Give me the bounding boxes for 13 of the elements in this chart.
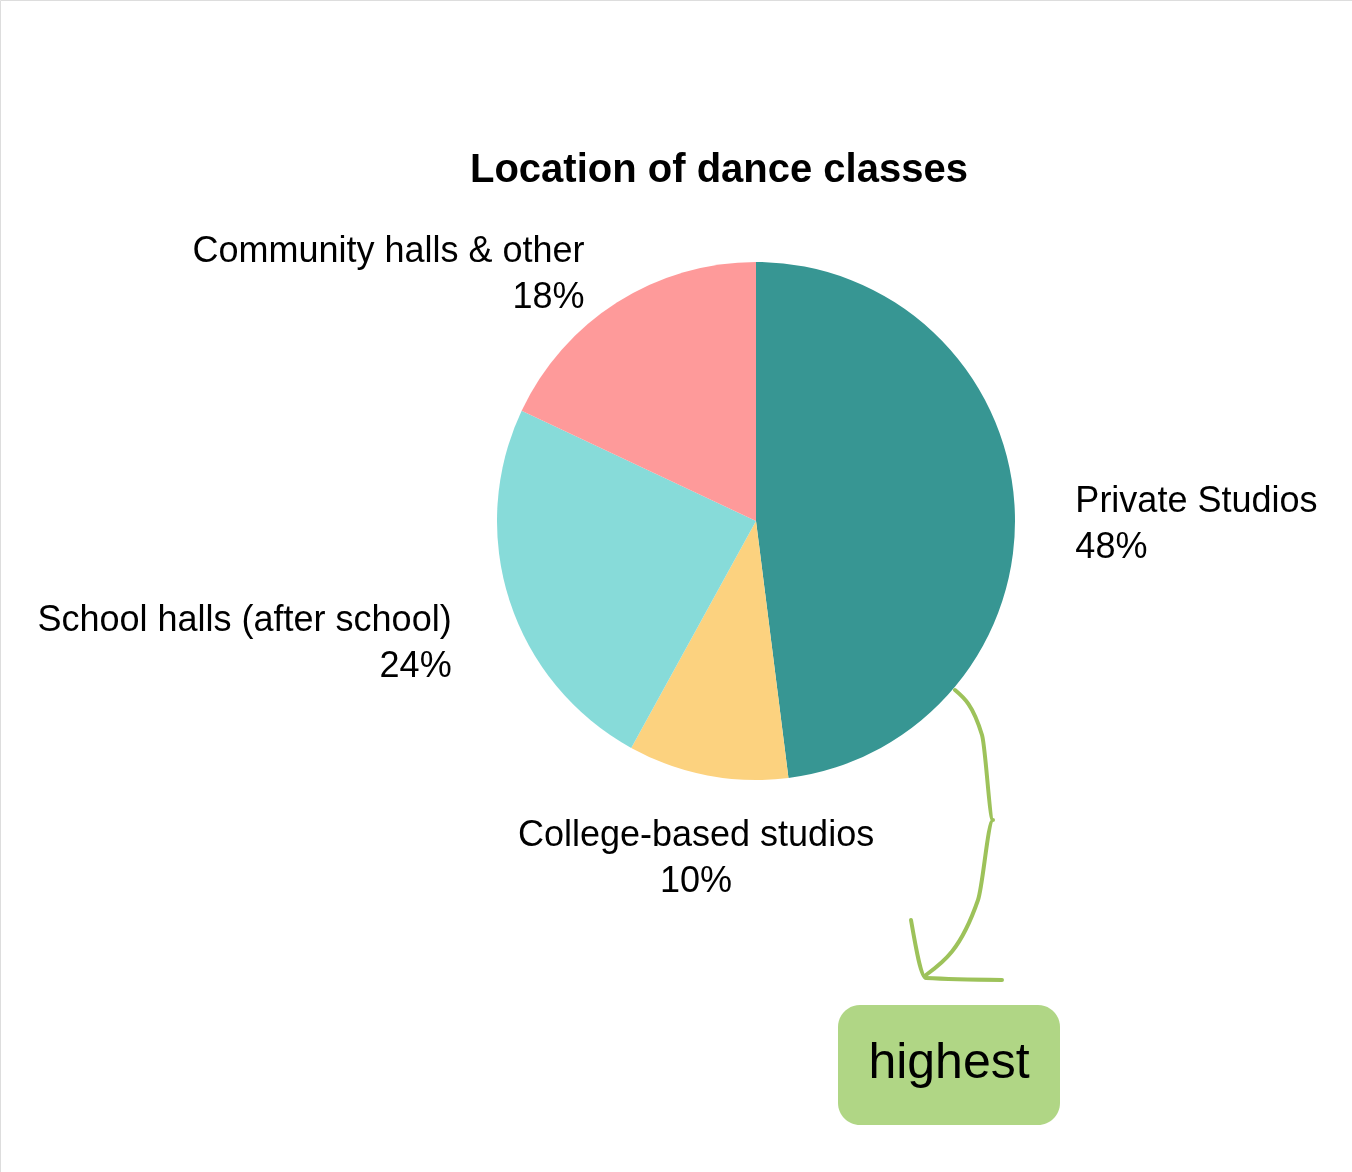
data-label: 48% xyxy=(1075,524,1148,566)
pie-slice xyxy=(497,410,756,748)
data-label: 24% xyxy=(379,643,452,685)
pie-slice xyxy=(756,262,1015,778)
slice-label: Private Studios xyxy=(1075,478,1318,520)
slice-label: College-based studios xyxy=(517,813,875,855)
slice-label: Community halls & other xyxy=(192,228,585,270)
data-label: 10% xyxy=(660,859,733,901)
chart-title: Location of dance classes xyxy=(470,146,968,190)
data-label: 18% xyxy=(512,274,585,316)
text: highest xyxy=(868,1033,1030,1089)
slice-label: School halls (after school) xyxy=(37,597,452,639)
pie-slice xyxy=(631,521,789,780)
